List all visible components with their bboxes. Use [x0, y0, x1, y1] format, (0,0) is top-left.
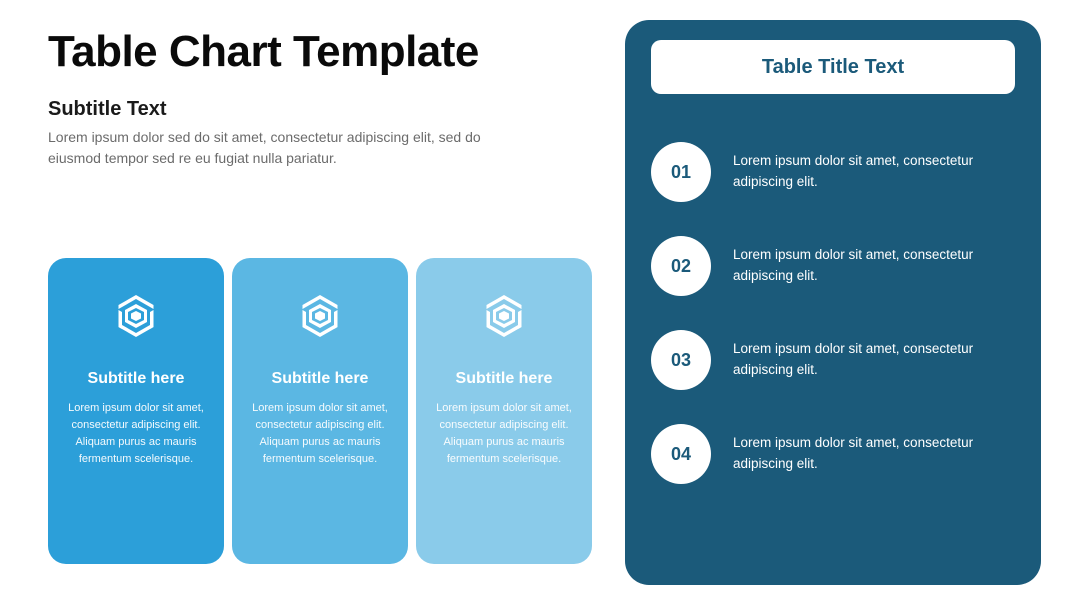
card-body: Lorem ipsum dolor sit amet, consectetur …	[64, 400, 208, 468]
list-item: 01 Lorem ipsum dolor sit amet, consectet…	[651, 142, 1015, 202]
number-text: 04	[671, 444, 691, 465]
number-badge: 03	[651, 330, 711, 390]
cube-icon	[111, 292, 161, 342]
left-section: Table Chart Template Subtitle Text Lorem…	[48, 28, 588, 169]
cube-icon	[479, 292, 529, 342]
page-subtitle: Subtitle Text	[48, 98, 588, 121]
card-subtitle: Subtitle here	[88, 370, 185, 388]
number-badge: 02	[651, 236, 711, 296]
item-text: Lorem ipsum dolor sit amet, consectetur …	[733, 339, 993, 381]
list-item: 04 Lorem ipsum dolor sit amet, consectet…	[651, 424, 1015, 484]
number-text: 02	[671, 256, 691, 277]
page-description: Lorem ipsum dolor sed do sit amet, conse…	[48, 127, 528, 169]
panel-list: 01 Lorem ipsum dolor sit amet, consectet…	[651, 142, 1015, 484]
number-badge: 01	[651, 142, 711, 202]
right-panel: Table Title Text 01 Lorem ipsum dolor si…	[625, 20, 1041, 585]
list-item: 02 Lorem ipsum dolor sit amet, consectet…	[651, 236, 1015, 296]
card-body: Lorem ipsum dolor sit amet, consectetur …	[432, 400, 576, 468]
item-text: Lorem ipsum dolor sit amet, consectetur …	[733, 433, 993, 475]
cube-icon	[295, 292, 345, 342]
panel-title: Table Title Text	[762, 56, 904, 79]
item-text: Lorem ipsum dolor sit amet, consectetur …	[733, 245, 993, 287]
info-card-2: Subtitle here Lorem ipsum dolor sit amet…	[232, 258, 408, 564]
card-body: Lorem ipsum dolor sit amet, consectetur …	[248, 400, 392, 468]
info-card-3: Subtitle here Lorem ipsum dolor sit amet…	[416, 258, 592, 564]
card-subtitle: Subtitle here	[456, 370, 553, 388]
number-badge: 04	[651, 424, 711, 484]
page-title: Table Chart Template	[48, 28, 588, 76]
cards-row: Subtitle here Lorem ipsum dolor sit amet…	[48, 258, 592, 564]
list-item: 03 Lorem ipsum dolor sit amet, consectet…	[651, 330, 1015, 390]
card-subtitle: Subtitle here	[272, 370, 369, 388]
number-text: 01	[671, 162, 691, 183]
panel-title-wrap: Table Title Text	[651, 40, 1015, 94]
number-text: 03	[671, 350, 691, 371]
item-text: Lorem ipsum dolor sit amet, consectetur …	[733, 151, 993, 193]
info-card-1: Subtitle here Lorem ipsum dolor sit amet…	[48, 258, 224, 564]
